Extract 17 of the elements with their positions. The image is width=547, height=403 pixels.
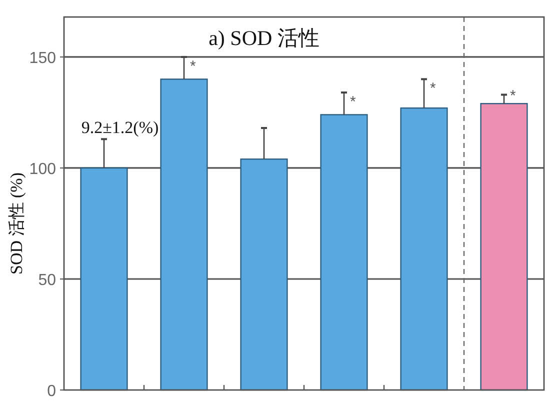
bar [80, 167, 128, 391]
data-label: * [430, 80, 436, 98]
bar [480, 102, 528, 391]
annotation: 9.2±1.2(%) [81, 118, 159, 138]
y-tick-label: 100 [29, 160, 56, 178]
bar [160, 78, 208, 391]
data-label: * [350, 93, 356, 110]
data-label: * [510, 88, 516, 105]
y-axis-title: SOD 活性 (%) [7, 172, 26, 274]
bar [400, 107, 448, 391]
y-tick-label: 50 [38, 272, 56, 289]
y-tick-label: 0 [47, 383, 56, 400]
data-label: * [190, 58, 196, 75]
chart-title: a) SOD 活性 [208, 26, 320, 50]
bar [320, 114, 368, 391]
y-tick-label: 150 [29, 50, 56, 67]
bar [240, 158, 288, 391]
